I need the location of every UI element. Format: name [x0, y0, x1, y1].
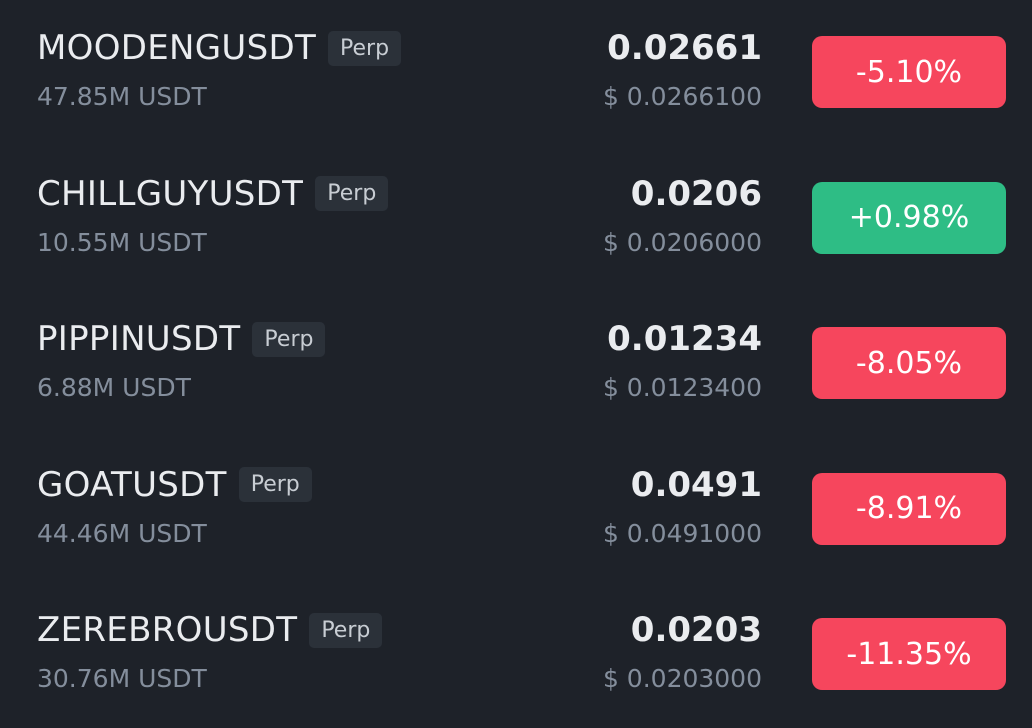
market-row[interactable]: CHILLGUYUSDT Perp 10.55M USDT 0.0206 $ 0…: [0, 146, 1032, 292]
volume: 47.85M USDT: [37, 82, 207, 111]
perp-badge: Perp: [328, 30, 402, 66]
perp-badge: Perp: [238, 467, 312, 502]
symbol-group: PIPPINUSDT Perp: [37, 319, 326, 359]
volume: 30.76M USDT: [37, 664, 207, 693]
last-price: 0.01234: [607, 319, 762, 359]
symbol-group: ZEREBROUSDT Perp: [37, 610, 383, 650]
usd-price: $ 0.0203000: [602, 664, 762, 693]
symbol-group: MOODENGUSDT Perp: [37, 28, 402, 68]
symbol-name: PIPPINUSDT: [37, 319, 241, 359]
symbol-name: ZEREBROUSDT: [37, 610, 298, 650]
change-button[interactable]: -5.10%: [812, 36, 1006, 108]
change-button[interactable]: +0.98%: [812, 181, 1006, 254]
symbol-name: CHILLGUYUSDT: [37, 173, 304, 214]
change-button[interactable]: -8.05%: [812, 327, 1006, 399]
last-price: 0.02661: [607, 28, 762, 68]
volume: 6.88M USDT: [37, 373, 191, 402]
usd-price: $ 0.0123400: [602, 373, 762, 402]
change-button[interactable]: -11.35%: [812, 618, 1006, 690]
perp-badge: Perp: [315, 176, 389, 211]
symbol-name: GOATUSDT: [37, 464, 227, 505]
last-price: 0.0491: [630, 464, 762, 505]
symbol-name: MOODENGUSDT: [37, 28, 317, 68]
last-price: 0.0203: [630, 610, 762, 650]
usd-price: $ 0.0491000: [602, 518, 762, 548]
symbol-group: CHILLGUYUSDT Perp: [37, 173, 389, 214]
usd-price: $ 0.0206000: [602, 227, 762, 257]
perp-badge: Perp: [309, 612, 383, 648]
market-row[interactable]: GOATUSDT Perp 44.46M USDT 0.0491 $ 0.049…: [0, 437, 1032, 583]
market-row[interactable]: ZEREBROUSDT Perp 30.76M USDT 0.0203 $ 0.…: [0, 582, 1032, 728]
symbol-group: GOATUSDT Perp: [37, 465, 312, 505]
volume: 10.55M USDT: [37, 227, 207, 257]
usd-price: $ 0.0266100: [602, 82, 762, 111]
volume: 44.46M USDT: [37, 518, 207, 548]
market-row[interactable]: PIPPINUSDT Perp 6.88M USDT 0.01234 $ 0.0…: [0, 291, 1032, 437]
last-price: 0.0206: [630, 173, 762, 214]
market-row[interactable]: MOODENGUSDT Perp 47.85M USDT 0.02661 $ 0…: [0, 0, 1032, 146]
perp-badge: Perp: [252, 321, 326, 357]
change-button[interactable]: -8.91%: [812, 472, 1006, 545]
